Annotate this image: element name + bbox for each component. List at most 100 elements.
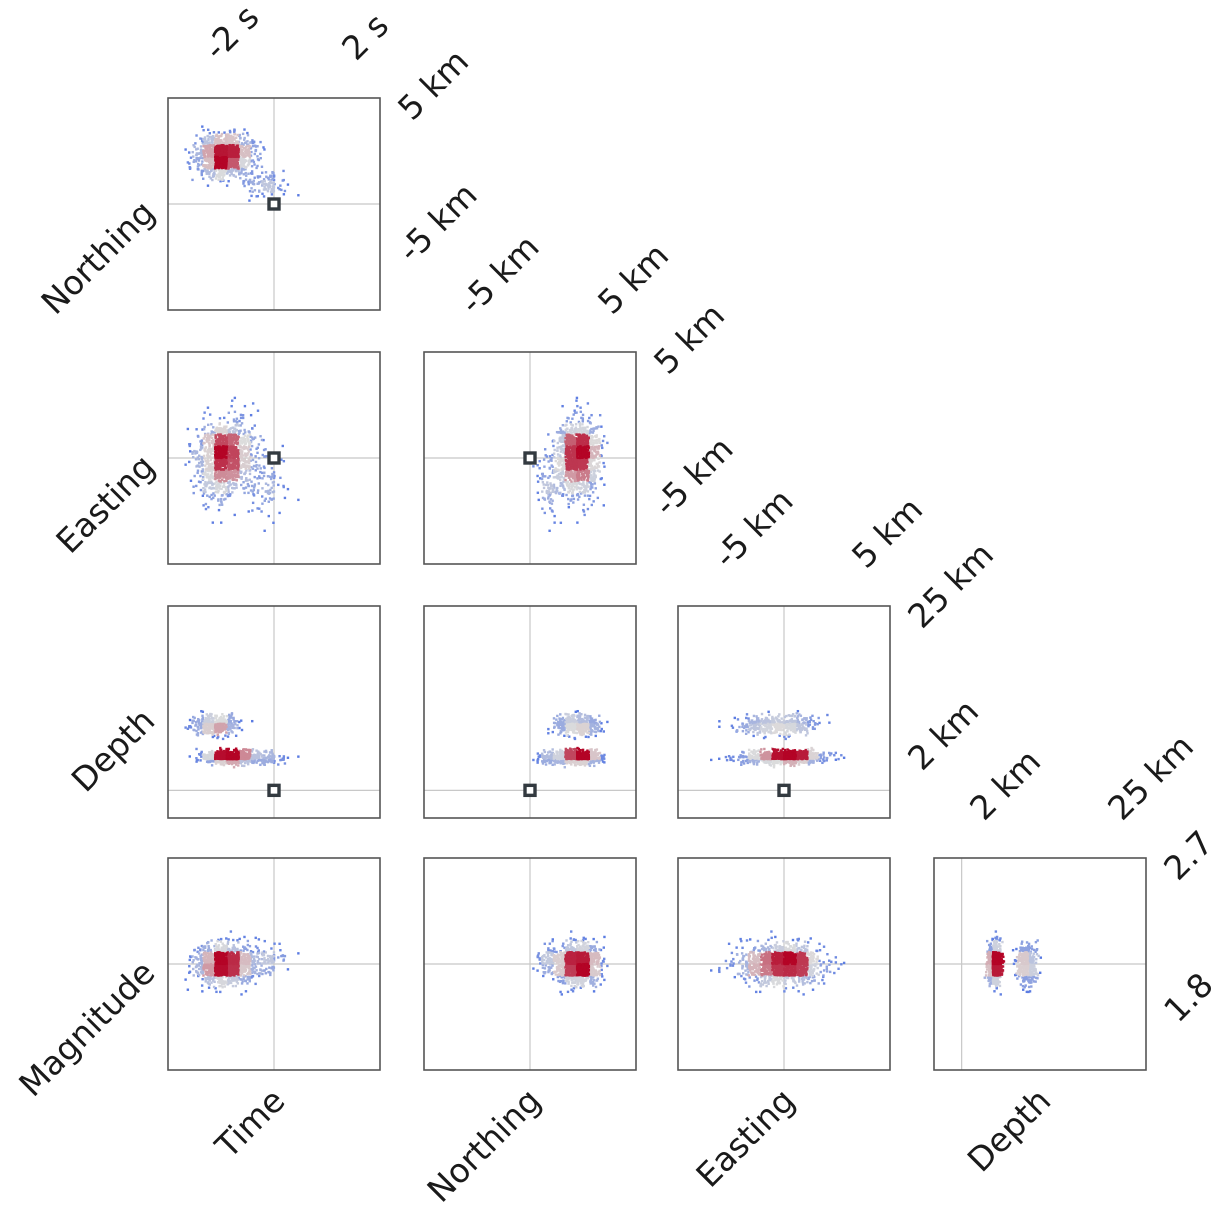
sample-point (216, 461, 218, 463)
sample-point (212, 521, 214, 523)
sample-point (207, 145, 209, 147)
sample-point (591, 504, 593, 506)
sample-point (541, 490, 543, 492)
sample-point (206, 454, 208, 456)
sample-point (538, 499, 540, 501)
sample-point (200, 755, 202, 757)
sample-point (297, 499, 299, 501)
sample-point (560, 429, 562, 431)
sample-point (204, 473, 206, 475)
sample-point (583, 504, 585, 506)
sample-point (555, 460, 557, 462)
sample-point (230, 427, 232, 429)
sample-point (571, 492, 573, 494)
sample-point (254, 755, 256, 757)
sample-point (547, 495, 549, 497)
sample-point (247, 438, 249, 440)
sample-point (206, 440, 208, 442)
sample-point (603, 465, 605, 467)
sample-point (212, 497, 214, 499)
sample-point (211, 430, 213, 432)
sample-point (583, 485, 585, 487)
sample-point (199, 759, 201, 761)
sample-point (238, 173, 240, 175)
sample-point (244, 154, 246, 156)
sample-point (240, 169, 242, 171)
sample-point (279, 477, 281, 479)
sample-point (586, 482, 588, 484)
sample-point (262, 146, 264, 148)
sample-point (582, 434, 584, 436)
sample-point (204, 166, 206, 168)
sample-point (576, 488, 578, 490)
sample-point (583, 514, 585, 516)
sample-point (222, 738, 224, 740)
sample-point (219, 422, 221, 424)
sample-point (207, 129, 209, 131)
sample-point (207, 164, 209, 166)
sample-point (261, 477, 263, 479)
sample-point (236, 479, 238, 481)
sample-point (250, 195, 252, 197)
sample-point (267, 188, 269, 190)
sample-point (257, 410, 259, 412)
sample-point (254, 424, 256, 426)
sample-point (231, 491, 233, 493)
sample-point (582, 509, 584, 511)
sample-point (190, 157, 192, 159)
sample-point (568, 468, 570, 470)
sample-point (250, 187, 252, 189)
sample-point (224, 150, 226, 152)
sample-point (594, 482, 596, 484)
sample-point (218, 455, 220, 457)
sample-point (210, 487, 212, 489)
sample-point (578, 481, 580, 483)
sample-point (252, 182, 254, 184)
sample-point (282, 445, 284, 447)
panel-northing-vs-time (168, 98, 380, 310)
sample-point (230, 170, 232, 172)
sample-point (211, 463, 213, 465)
sample-point (199, 481, 201, 483)
sample-point (249, 179, 251, 181)
sample-point (560, 473, 562, 475)
sample-point (284, 762, 286, 764)
sample-point (592, 491, 594, 493)
sample-point (221, 161, 223, 163)
sample-point (218, 452, 220, 454)
sample-point (549, 467, 551, 469)
sample-point (209, 449, 211, 451)
sample-point (215, 468, 217, 470)
sample-point (224, 467, 226, 469)
sample-point (581, 423, 583, 425)
sample-point (584, 454, 586, 456)
sample-point (245, 466, 247, 468)
sample-point (269, 489, 271, 491)
sample-point (593, 449, 595, 451)
sample-point (210, 753, 212, 755)
sample-point (577, 457, 579, 459)
sample-point (581, 431, 583, 433)
sample-point (242, 417, 244, 419)
sample-point (255, 464, 257, 466)
sample-point (223, 131, 225, 133)
sample-point (548, 488, 550, 490)
sample-point (271, 473, 273, 475)
sample-point (541, 478, 543, 480)
sample-point (284, 190, 286, 192)
sample-point (569, 442, 571, 444)
sample-point (239, 137, 241, 139)
sample-point (576, 397, 578, 399)
sample-point (569, 430, 571, 432)
sample-point (189, 719, 191, 721)
sample-point (197, 726, 199, 728)
sample-point (204, 488, 206, 490)
sample-point (284, 497, 286, 499)
sample-point (592, 431, 594, 433)
sample-point (206, 147, 208, 149)
sample-point (231, 474, 233, 476)
sample-point (568, 506, 570, 508)
sample-point (584, 494, 586, 496)
sample-point (227, 729, 229, 731)
true-value-marker (525, 453, 535, 463)
